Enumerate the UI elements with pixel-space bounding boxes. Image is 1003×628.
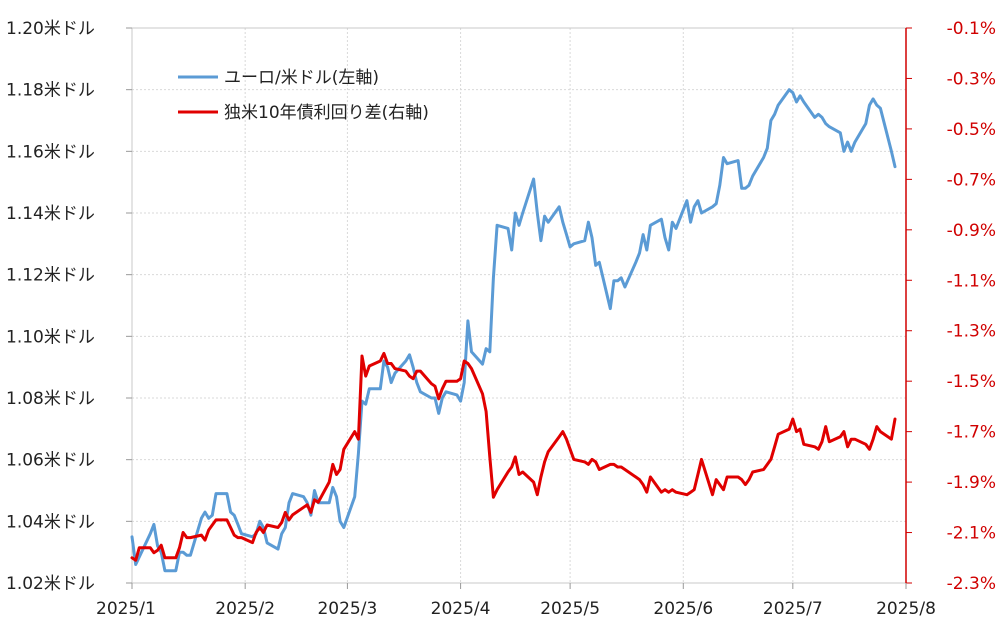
left-tick-label: 1.18米ドル: [6, 81, 95, 101]
right-tick-label: -1.5%: [947, 372, 996, 392]
left-tick-label: 1.20米ドル: [6, 19, 95, 39]
right-tick-label: -2.1%: [947, 524, 996, 544]
right-axis-ticks: -0.1% -0.3% -0.5% -0.7% -0.9% -1.1% -1.3% -1.5%…: [906, 19, 996, 594]
legend-label-euro-usd: ユーロ/米ドル(左軸): [224, 68, 379, 88]
grid: [132, 28, 906, 583]
right-tick-label: -0.5%: [947, 120, 996, 140]
left-tick-label: 1.06米ドル: [6, 451, 95, 471]
right-tick-label: -0.3%: [947, 69, 996, 89]
x-axis-ticks: 2025/1 2025/2 2025/3 2025/4 2025/5 2025/6 2025…: [96, 583, 936, 619]
legend-label-yield-spread: 独米10年債利回り差(右軸): [224, 103, 429, 123]
right-tick-label: -0.7%: [947, 170, 996, 190]
x-tick-label: 2025/7: [763, 599, 823, 619]
right-tick-label: -1.7%: [947, 423, 996, 443]
x-tick-label: 2025/2: [215, 599, 275, 619]
right-tick-label: -1.1%: [947, 271, 996, 291]
x-tick-label: 2025/5: [540, 599, 600, 619]
right-tick-label: -1.3%: [947, 322, 996, 342]
x-tick-label: 2025/8: [876, 599, 936, 619]
legend: ユーロ/米ドル(左軸) 独米10年債利回り差(右軸): [178, 68, 429, 123]
left-axis-ticks: 1.20米ドル 1.18米ドル 1.16米ドル 1.14米ドル 1.12米ドル 1.10米…: [6, 19, 132, 594]
left-tick-label: 1.14米ドル: [6, 204, 95, 224]
left-tick-label: 1.08米ドル: [6, 389, 95, 409]
left-tick-label: 1.04米ドル: [6, 512, 95, 532]
series-line-yield-spread: [130, 351, 897, 562]
x-tick-label: 2025/1: [96, 599, 156, 619]
x-tick-label: 2025/4: [431, 599, 491, 619]
left-tick-label: 1.10米ドル: [6, 327, 95, 347]
axes: [131, 27, 907, 584]
left-tick-label: 1.16米ドル: [6, 142, 95, 162]
series-line-euro-usd: [130, 88, 897, 573]
series-lines: [130, 88, 897, 573]
right-tick-label: -0.9%: [947, 221, 996, 241]
right-tick-label: -0.1%: [947, 19, 996, 39]
left-tick-label: 1.02米ドル: [6, 574, 95, 594]
right-tick-label: -2.3%: [947, 574, 996, 594]
right-tick-label: -1.9%: [947, 473, 996, 493]
x-tick-label: 2025/6: [653, 599, 713, 619]
left-tick-label: 1.12米ドル: [6, 266, 95, 286]
x-tick-label: 2025/3: [317, 599, 377, 619]
